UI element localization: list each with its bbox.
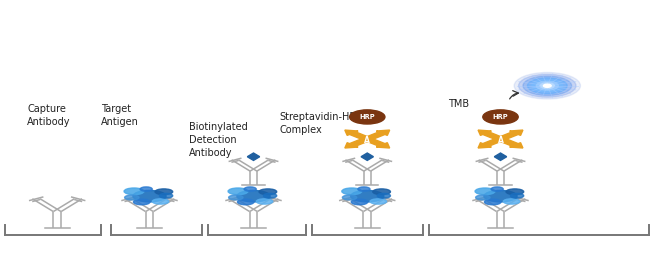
Ellipse shape xyxy=(152,199,169,204)
Ellipse shape xyxy=(506,189,524,195)
Ellipse shape xyxy=(373,189,391,195)
Circle shape xyxy=(350,110,385,124)
Circle shape xyxy=(519,74,576,97)
FancyArrow shape xyxy=(478,138,504,148)
Ellipse shape xyxy=(484,190,517,202)
Text: A: A xyxy=(497,136,504,145)
Text: Capture
Antibody: Capture Antibody xyxy=(27,104,71,127)
Ellipse shape xyxy=(503,199,520,204)
Ellipse shape xyxy=(133,199,150,205)
Ellipse shape xyxy=(133,190,166,202)
Circle shape xyxy=(514,73,580,99)
Polygon shape xyxy=(361,153,374,160)
Ellipse shape xyxy=(125,195,139,200)
Circle shape xyxy=(540,83,554,89)
Ellipse shape xyxy=(155,189,173,195)
Text: Streptavidin-HRP
Complex: Streptavidin-HRP Complex xyxy=(280,112,363,135)
Circle shape xyxy=(532,80,563,92)
Ellipse shape xyxy=(259,189,277,195)
Ellipse shape xyxy=(263,193,277,198)
Polygon shape xyxy=(494,153,507,160)
Ellipse shape xyxy=(476,195,490,200)
Ellipse shape xyxy=(342,188,361,195)
Circle shape xyxy=(483,110,518,124)
FancyArrow shape xyxy=(345,130,370,140)
Ellipse shape xyxy=(159,193,173,198)
Circle shape xyxy=(536,81,558,90)
FancyArrow shape xyxy=(497,130,523,140)
Text: Biotinylated
Detection
Antibody: Biotinylated Detection Antibody xyxy=(188,122,247,158)
Ellipse shape xyxy=(140,187,152,191)
Text: HRP: HRP xyxy=(359,114,375,120)
FancyArrow shape xyxy=(497,138,523,148)
Ellipse shape xyxy=(370,199,387,204)
Ellipse shape xyxy=(237,190,270,202)
Text: TMB: TMB xyxy=(448,99,469,109)
FancyArrow shape xyxy=(364,130,389,140)
Ellipse shape xyxy=(358,187,370,191)
Ellipse shape xyxy=(124,188,144,195)
Ellipse shape xyxy=(228,188,248,195)
FancyArrow shape xyxy=(478,130,504,140)
FancyArrow shape xyxy=(345,138,370,148)
Ellipse shape xyxy=(343,195,357,200)
Ellipse shape xyxy=(351,190,383,202)
Ellipse shape xyxy=(237,199,254,205)
Ellipse shape xyxy=(256,199,273,204)
Ellipse shape xyxy=(491,187,503,191)
Text: HRP: HRP xyxy=(493,114,508,120)
Text: A: A xyxy=(364,136,370,145)
Ellipse shape xyxy=(377,193,391,198)
Ellipse shape xyxy=(351,199,368,205)
Circle shape xyxy=(527,78,567,94)
Ellipse shape xyxy=(484,199,501,205)
Ellipse shape xyxy=(475,188,495,195)
Ellipse shape xyxy=(244,187,256,191)
Text: Target
Antigen: Target Antigen xyxy=(101,104,138,127)
Circle shape xyxy=(523,76,571,95)
Circle shape xyxy=(543,84,551,87)
Ellipse shape xyxy=(229,195,243,200)
Ellipse shape xyxy=(510,193,524,198)
Polygon shape xyxy=(247,153,260,160)
FancyArrow shape xyxy=(364,138,389,148)
